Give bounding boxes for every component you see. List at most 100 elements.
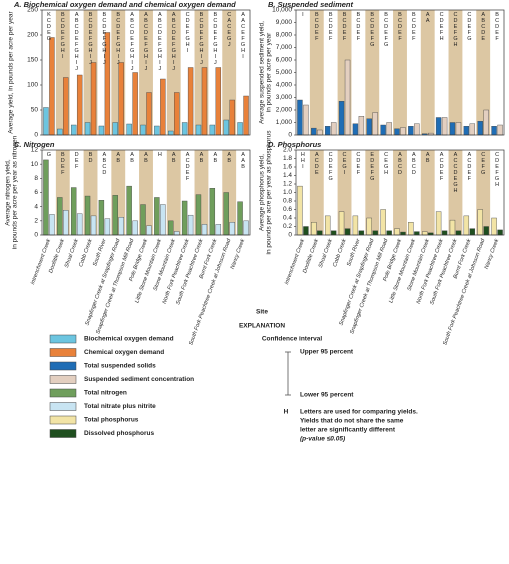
y-tick-label: 5,000: [276, 69, 293, 76]
bar: [311, 127, 317, 136]
bar: [70, 124, 77, 136]
bar: [372, 230, 378, 236]
bar: [243, 95, 249, 136]
group-letters: CDEFG: [466, 12, 472, 42]
legend-label: Dissolved phosphorus: [84, 430, 154, 437]
bar: [330, 122, 337, 136]
bar: [469, 228, 476, 236]
bar: [497, 124, 503, 136]
group-letters: BCDEFG: [383, 12, 389, 48]
y-tick-label: 7,000: [276, 44, 293, 51]
bar: [324, 215, 331, 236]
group-letters: BCDEF: [355, 12, 361, 42]
group-letters: CDEFG: [328, 152, 334, 182]
legend-label: Total nitrogen: [84, 390, 127, 397]
bar: [112, 195, 118, 236]
legend-label: Suspended sediment concentration: [84, 376, 194, 383]
bar: [132, 72, 138, 136]
bar: [297, 99, 303, 136]
bar: [174, 231, 180, 236]
bar: [243, 220, 249, 236]
bar: [344, 228, 351, 236]
y-tick-label: 150: [27, 57, 38, 64]
bar: [366, 217, 372, 236]
bar: [303, 226, 309, 236]
bar: [491, 126, 497, 136]
y-tick-label: 1.4: [283, 172, 292, 179]
group-letters: AB: [115, 152, 121, 164]
y-tick-label: 0: [34, 132, 38, 139]
bar: [118, 217, 124, 236]
bar: [408, 222, 414, 236]
legend-label: Chemical oxygen demand: [84, 349, 164, 356]
bar: [394, 128, 400, 136]
y-tick-label: 0: [288, 132, 292, 139]
group-letters: CDEFGH: [452, 12, 458, 48]
group-letters: ACDE: [314, 152, 320, 176]
y-tick-label: 0: [34, 232, 38, 239]
legend-title: EXPLANATION: [239, 323, 285, 330]
x-tick-label: South River: [92, 237, 108, 267]
bar: [297, 185, 303, 236]
group-letters: BCDEF: [411, 12, 417, 42]
bar: [237, 201, 243, 236]
bar: [174, 92, 180, 136]
bar: [98, 200, 105, 236]
y-tick-label: 6,000: [276, 57, 293, 64]
legend-label: Total phosphorus: [84, 417, 139, 424]
bar: [483, 109, 489, 136]
ci-upper: Upper 95 percent: [300, 349, 354, 356]
y-axis-label: in pounds per acre per year: [266, 32, 273, 112]
plot-frame: [41, 149, 251, 236]
bar: [352, 123, 359, 136]
y-axis-label: Average phosphorus yield,: [259, 154, 266, 231]
group-letters: AB: [143, 152, 149, 164]
group-letters: BD: [88, 152, 94, 164]
group-letters: ACDEF: [466, 152, 472, 182]
plot-frame: [295, 149, 505, 236]
bar: [435, 211, 442, 236]
y-tick-label: 9,000: [276, 19, 293, 26]
group-letters: CDEF: [355, 152, 361, 176]
y-axis-label: Average yield, in pounds per acre per ye…: [8, 10, 15, 133]
x-tick-label: Shoal Creek: [64, 238, 80, 269]
bar: [146, 225, 152, 236]
bar: [311, 222, 317, 236]
group-letters: ABCDEFGHIJ: [171, 12, 177, 72]
bar: [154, 125, 160, 136]
group-letters: BCDEF: [328, 12, 334, 42]
group-letters: HHI: [300, 152, 306, 170]
panel-title: C. Nitrogen: [14, 140, 55, 149]
bar: [76, 74, 83, 136]
group-letters: ACCDEGH: [452, 152, 458, 194]
bar: [455, 230, 462, 236]
group-letters: BCDEFGHIJ: [88, 12, 94, 66]
bar: [84, 122, 91, 136]
ci-symbol: [285, 351, 291, 396]
bar: [140, 124, 146, 136]
y-tick-label: 200: [27, 32, 38, 39]
bar: [372, 112, 378, 136]
y-tick-label: 0: [288, 232, 292, 239]
bar: [386, 230, 392, 236]
band: [166, 150, 181, 235]
bar: [497, 229, 503, 236]
bar: [223, 119, 229, 136]
bar: [104, 218, 111, 236]
bar: [118, 62, 124, 136]
bar: [344, 59, 351, 136]
legend-swatch: [49, 415, 77, 425]
y-tick-label: 12: [31, 147, 39, 154]
group-letters: ABCD: [101, 152, 107, 176]
bar: [126, 123, 132, 136]
y-tick-label: 0.4: [283, 215, 292, 222]
y-tick-label: 1.8: [283, 155, 292, 162]
bar: [441, 117, 448, 136]
bar: [187, 214, 194, 236]
panel-title: B. Suspended sediment: [268, 0, 354, 9]
bar: [160, 204, 166, 236]
bar: [422, 231, 428, 236]
y-tick-label: 2,000: [276, 107, 293, 114]
legend-swatch: [49, 388, 77, 398]
bar: [229, 222, 235, 236]
